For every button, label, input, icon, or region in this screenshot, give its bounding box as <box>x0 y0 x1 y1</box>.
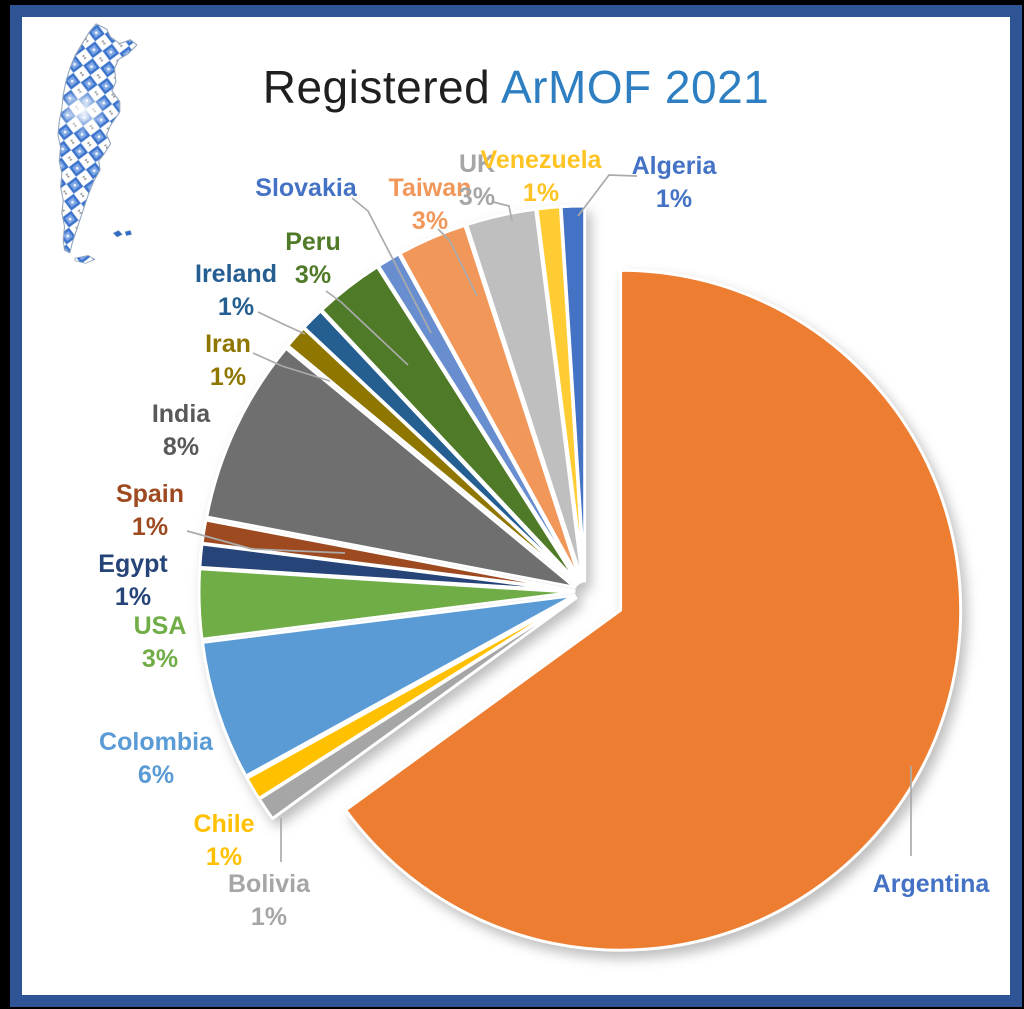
pie-slice-india <box>205 346 577 589</box>
pie-label-india: India 8% <box>86 398 276 464</box>
pie-label-bolivia: Bolivia 1% <box>174 868 364 934</box>
pie-label-percent: 1% <box>209 363 247 391</box>
leader-line-algeria <box>577 174 638 217</box>
pie-label-usa: USA 3% <box>65 610 255 676</box>
pie-label-chile: Chile 1% <box>129 808 319 874</box>
chart-title-blue: ArMOF 2021 <box>500 61 770 113</box>
leader-line-iran <box>252 352 331 382</box>
pie-label-percent: 3% <box>294 261 332 289</box>
pie-label-slovakia: Slovakia <box>211 172 401 205</box>
pie-label-country-name: Iran <box>205 330 251 358</box>
chart-title: Registered ArMOF 2021 <box>263 60 770 114</box>
pie-label-percent: 6% <box>137 761 175 789</box>
pie-label-percent: 3% <box>141 645 179 673</box>
pie-label-egypt: Egypt 1% <box>38 548 228 614</box>
pie-slice-colombia <box>201 593 576 778</box>
chart-title-black: Registered <box>262 61 491 113</box>
pie-label-country-name: UK <box>458 150 496 178</box>
pie-label-colombia: Colombia 6% <box>61 726 251 792</box>
pie-label-percent: 1% <box>205 843 243 871</box>
pie-label-percent: 1% <box>522 179 560 207</box>
pie-label-percent: 1% <box>250 903 288 931</box>
leader-line-spain <box>186 530 346 554</box>
pie-label-country-name: Colombia <box>99 728 213 756</box>
pie-label-country-name: Bolivia <box>228 870 310 898</box>
pie-slice-spain <box>200 518 576 592</box>
pie-label-percent: 1% <box>131 513 169 541</box>
pie-label-venezuela: Venezuela 1% <box>446 144 636 210</box>
islas-malvinas <box>112 230 132 238</box>
pie-slice-taiwan <box>398 223 583 584</box>
pie-label-country-name: Taiwan <box>388 174 472 202</box>
leader-line-slovakia <box>351 197 432 334</box>
pie-label-percent: 3% <box>458 183 496 211</box>
leader-line-ireland <box>257 311 306 335</box>
pie-label-uk: UK 3% <box>382 148 572 214</box>
pie-label-country-name: Spain <box>115 480 185 508</box>
pie-label-country-name: Ireland <box>195 260 277 288</box>
pie-label-spain: Spain 1% <box>55 478 245 544</box>
pie-label-country-name: Peru <box>285 228 341 256</box>
pie-label-algeria: Algeria 1% <box>579 150 769 216</box>
pie-label-iran: Iran 1% <box>133 328 323 394</box>
pie-label-percent: 1% <box>655 185 693 213</box>
pie-label-taiwan: Taiwan 3% <box>335 172 525 238</box>
tierra-del-fuego <box>74 255 96 264</box>
argentina-mof-map <box>48 23 138 264</box>
pie-slice-chile <box>245 596 577 800</box>
pie-label-percent: 3% <box>411 207 449 235</box>
leader-line-peru <box>325 290 409 366</box>
pie-slice-argentina <box>344 268 963 952</box>
pie-label-percent: 1% <box>217 293 255 321</box>
leader-line-uk <box>492 201 513 222</box>
pie-label-peru: Peru 3% <box>218 226 408 292</box>
leader-line-taiwan <box>437 228 478 297</box>
pie-label-country-name: Venezuela <box>480 146 602 174</box>
pie-label-country-name: Slovakia <box>255 174 357 202</box>
pie-label-country-name: Chile <box>193 810 255 838</box>
pie-label-country-name: India <box>151 400 211 428</box>
pie-label-ireland: Ireland 1% <box>141 258 331 324</box>
pie-label-argentina: Argentina <box>836 868 1024 901</box>
pie-label-country-name: Egypt <box>98 550 168 578</box>
pie-label-percent: 8% <box>162 433 200 461</box>
pie-label-percent: 1% <box>114 583 152 611</box>
pie-label-country-name: USA <box>133 612 187 640</box>
pie-label-country-name: Algeria <box>631 152 717 180</box>
pie-label-country-name: Argentina <box>872 870 990 898</box>
